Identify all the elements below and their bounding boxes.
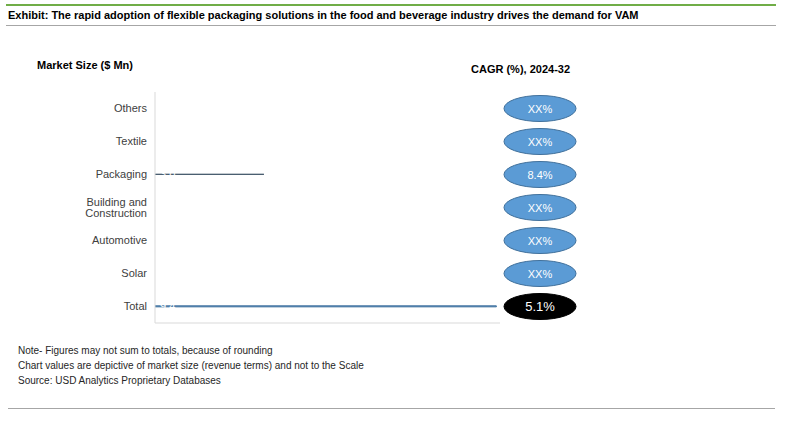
html-text:Source: USD Analytics Propriet: Source: USD Analytics Proprietary Databa… xyxy=(18,375,221,386)
svg-text:Solar: Solar xyxy=(121,267,147,279)
svg-text:8.4%: 8.4% xyxy=(527,169,552,181)
svg-text:Others: Others xyxy=(114,102,148,114)
svg-text:Textile: Textile xyxy=(116,135,147,147)
svg-text:Packaging: Packaging xyxy=(96,168,147,180)
svg-text:3.0: 3.0 xyxy=(160,168,175,180)
svg-text:XX%: XX% xyxy=(528,136,553,148)
svg-text:XX%: XX% xyxy=(528,103,553,115)
svg-text:XX%: XX% xyxy=(528,268,553,280)
svg-text:Total: Total xyxy=(124,300,147,312)
svg-text:5.1%: 5.1% xyxy=(525,299,555,314)
html-text:Note- Figures may not sum to t: Note- Figures may not sum to totals, bec… xyxy=(18,345,273,356)
html-text:CAGR (%), 2024-32: CAGR (%), 2024-32 xyxy=(471,63,570,75)
svg-text:Building andConstruction: Building andConstruction xyxy=(85,196,147,219)
html-text:Chart values are depictive of: Chart values are depictive of market siz… xyxy=(18,360,364,371)
svg-text:XX%: XX% xyxy=(528,202,553,214)
svg-text:9.4: 9.4 xyxy=(160,300,175,312)
html-text:Market Size ($ Mn): Market Size ($ Mn) xyxy=(37,59,133,71)
svg-text:Automotive: Automotive xyxy=(92,234,147,246)
html-text:Exhibit: The rapid adoption of: Exhibit: The rapid adoption of flexible … xyxy=(8,9,639,21)
svg-text:XX%: XX% xyxy=(528,235,553,247)
